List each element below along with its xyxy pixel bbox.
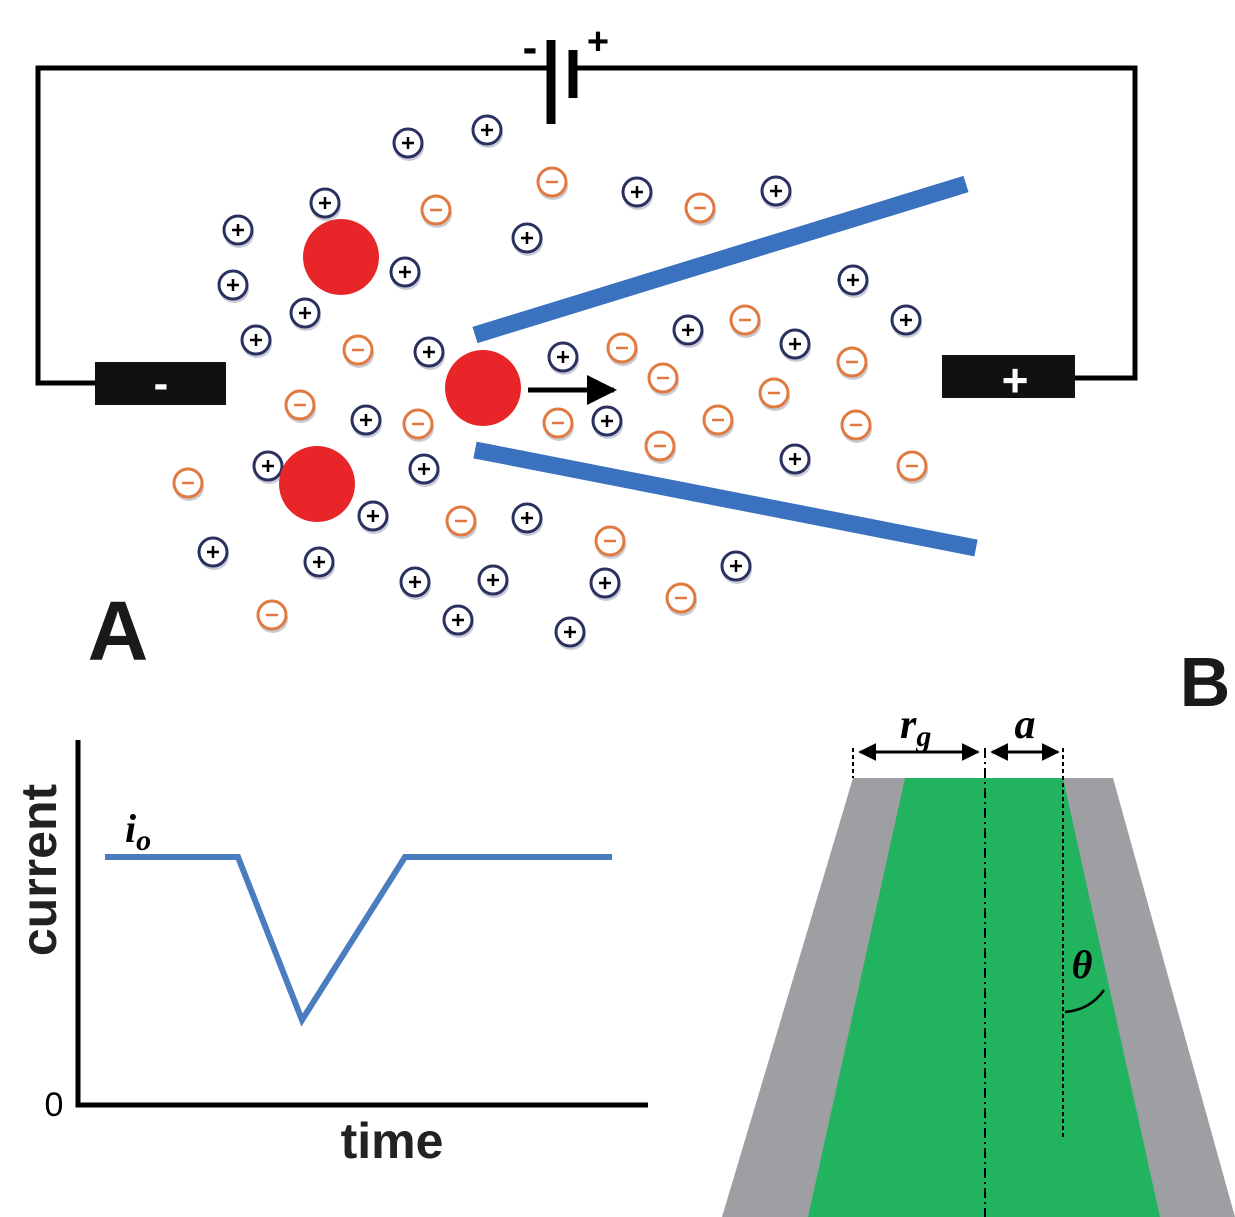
x-axis-label: time — [341, 1113, 444, 1169]
subscript: o — [136, 824, 151, 857]
pore-wall — [472, 175, 969, 344]
electrode — [942, 355, 1075, 398]
electrode-negative: - — [154, 359, 169, 408]
battery-positive: + — [587, 21, 609, 63]
battery-negative: - — [523, 23, 538, 72]
subscript: g — [915, 720, 931, 753]
axes — [75, 740, 648, 1108]
electrode-positive: + — [1002, 354, 1029, 406]
angle-arc — [1064, 989, 1106, 1014]
zero-label: 0 — [45, 1086, 64, 1124]
circuit — [35, 65, 1138, 386]
panel-label: B — [1180, 643, 1231, 721]
particle — [445, 350, 521, 426]
particle — [303, 219, 379, 295]
panel-label: A — [88, 584, 149, 678]
gap-radius-label: rg — [900, 702, 931, 753]
symbol: i — [125, 806, 136, 851]
pore-wall — [473, 441, 978, 557]
y-axis-label: current — [11, 784, 67, 957]
ions — [172, 114, 928, 650]
angle-label: θ — [1072, 942, 1093, 987]
pore-radius-label: a — [1015, 702, 1036, 748]
electrode — [95, 362, 226, 405]
baseline-label: io — [125, 806, 151, 857]
current-trace — [105, 854, 612, 1027]
symbol: r — [900, 702, 917, 748]
particle — [279, 446, 355, 522]
